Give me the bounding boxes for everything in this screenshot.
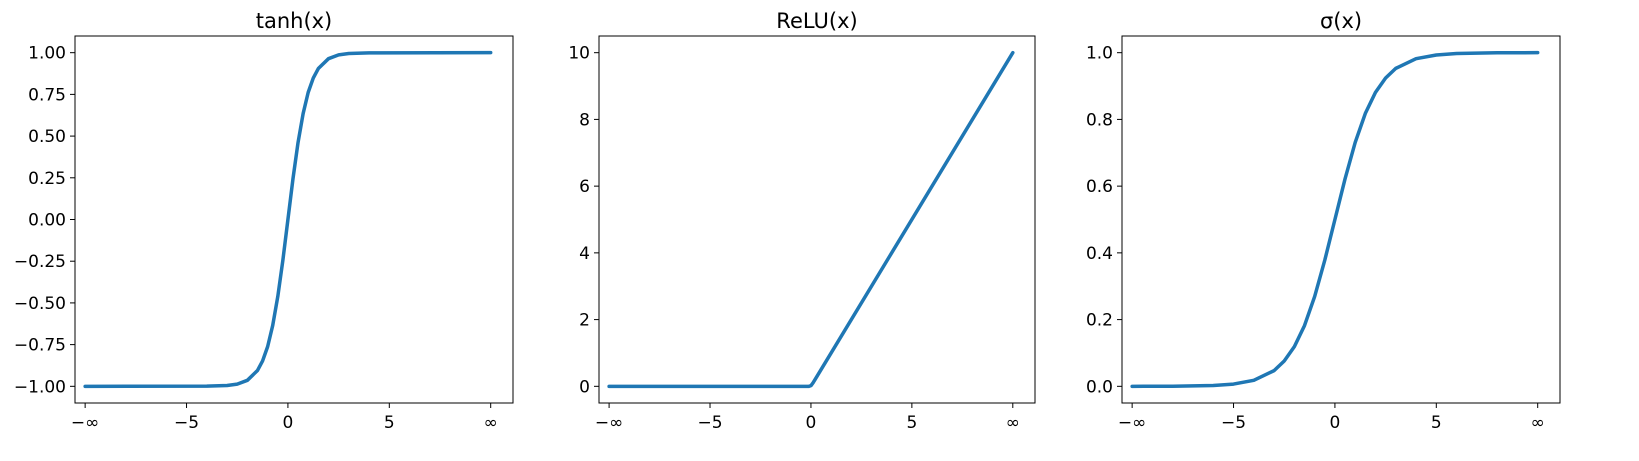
y-tick-label: −0.50	[14, 294, 66, 314]
y-tick-label: −0.25	[14, 252, 66, 272]
panel-relu: ReLU(x) −∞ −5 0 5 ∞ 10 8 6 4 2 0	[568, 9, 1036, 433]
x-tick-label: ∞	[1531, 413, 1545, 433]
y-tick-label: 8	[579, 110, 590, 130]
x-tick-label: 5	[1431, 413, 1442, 433]
tanh-plot-area: −∞ −5 0 5 ∞ 1.00 0.75 0.50 0.25 0.00 −0.25 −0.50 −0.…	[14, 35, 514, 433]
x-tick-label: 0	[806, 413, 817, 433]
y-tick-label: 1.0	[1086, 44, 1113, 64]
x-tick-label: −5	[1221, 413, 1246, 433]
x-tick-label: −∞	[595, 413, 623, 433]
y-tick-label: 0.2	[1086, 311, 1113, 331]
y-tick-label: 1.00	[28, 44, 66, 64]
axes-frame	[598, 35, 1036, 404]
panel-sigmoid: σ(x) −∞ −5 0 5 ∞ 1.0 0.8 0.6 0.4 0.2 0.0	[1086, 9, 1561, 433]
y-tick-label: 0.25	[28, 169, 66, 189]
chart-title: tanh(x)	[256, 9, 333, 33]
x-tick-label: 0	[1330, 413, 1341, 433]
sigmoid-plot-area: −∞ −5 0 5 ∞ 1.0 0.8 0.6 0.4 0.2 0.0	[1086, 35, 1561, 433]
x-tick-label: 5	[906, 413, 917, 433]
y-tick-label: −0.75	[14, 336, 66, 356]
y-tick-label: 0.6	[1086, 177, 1113, 197]
y-tick-label: 6	[579, 177, 590, 197]
x-tick-label: ∞	[484, 413, 498, 433]
axes-frame	[1121, 35, 1561, 404]
panel-tanh: tanh(x) −∞ −5 0 5 ∞ 1.00 0.75 0.50 0.25 0.00 −0.25…	[14, 9, 514, 433]
chart-title: σ(x)	[1320, 9, 1362, 33]
relu-plot-area: −∞ −5 0 5 ∞ 10 8 6 4 2 0	[568, 35, 1036, 433]
series-line	[83, 50, 493, 389]
y-tick-label: −1.00	[14, 377, 66, 397]
series-line	[1130, 50, 1540, 389]
x-tick-label: 5	[384, 413, 395, 433]
x-tick-label: −∞	[71, 413, 99, 433]
x-tick-label: −5	[697, 413, 722, 433]
y-tick-label: 0.8	[1086, 110, 1113, 130]
y-tick-label: 2	[579, 311, 590, 331]
series-line	[607, 50, 1015, 389]
x-tick-label: −∞	[1118, 413, 1146, 433]
y-tick-label: 0	[579, 377, 590, 397]
y-tick-label: 0.50	[28, 127, 66, 147]
y-tick-label: 0.4	[1086, 244, 1113, 264]
y-tick-label: 10	[568, 44, 590, 64]
x-tick-label: 0	[283, 413, 294, 433]
y-tick-label: 0.75	[28, 85, 66, 105]
chart-title: ReLU(x)	[776, 9, 857, 33]
x-tick-label: ∞	[1006, 413, 1020, 433]
y-tick-label: 0.00	[28, 211, 66, 231]
x-tick-label: −5	[174, 413, 199, 433]
y-tick-label: 0.0	[1086, 377, 1113, 397]
y-tick-label: 4	[579, 244, 590, 264]
axes-frame	[74, 35, 514, 404]
